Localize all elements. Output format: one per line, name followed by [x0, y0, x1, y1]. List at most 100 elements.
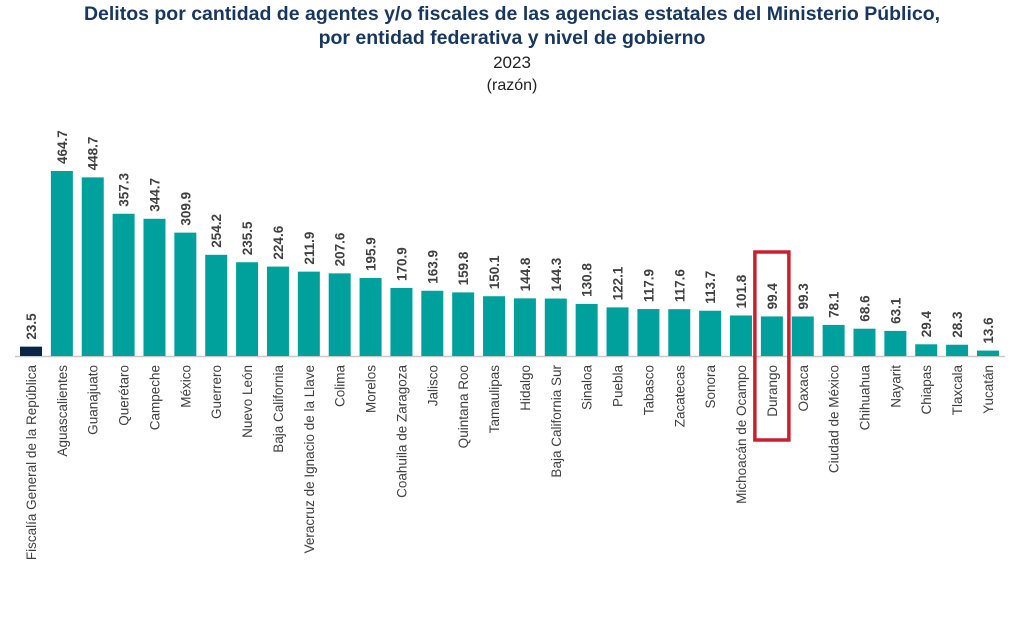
category-label-19: Puebla [611, 365, 626, 408]
category-label-12: Coahuila de Zaragoza [394, 365, 409, 498]
bar-5 [174, 232, 197, 356]
data-label-28: 63.1 [888, 297, 903, 324]
bar-16 [513, 298, 536, 356]
data-label-2: 448.7 [86, 137, 101, 171]
category-label-4: Campeche [147, 365, 162, 430]
data-label-30: 28.3 [950, 311, 965, 338]
bar-18 [575, 303, 598, 356]
data-label-22: 113.7 [703, 271, 718, 304]
bar-11 [359, 278, 382, 356]
data-label-14: 159.8 [456, 251, 471, 285]
bar-15 [483, 296, 506, 356]
bar-0 [20, 346, 42, 356]
category-label-30: Tlaxcala [950, 365, 965, 416]
category-label-17: Baja California Sur [549, 365, 564, 478]
highlight-box [753, 250, 791, 442]
bar-28 [884, 330, 907, 356]
category-label-26: Ciudad de México [827, 365, 842, 473]
data-label-15: 150.1 [487, 255, 502, 289]
category-label-10: Colima [333, 365, 348, 408]
category-label-2: Guanajuato [86, 365, 101, 435]
data-label-16: 144.8 [518, 257, 533, 291]
chart-subtitle-year: 2023 [493, 53, 531, 72]
category-label-31: Yucatán [981, 365, 996, 414]
data-label-7: 235.5 [240, 221, 255, 255]
category-label-25: Oaxaca [796, 365, 811, 412]
category-label-8: Baja California [271, 365, 286, 453]
bar-20 [637, 309, 660, 356]
data-label-10: 207.6 [333, 232, 348, 266]
category-label-7: Nuevo León [240, 365, 255, 438]
chart-title-line2: por entidad federativa y nivel de gobier… [318, 27, 706, 49]
data-label-4: 344.7 [147, 178, 162, 212]
category-label-14: Quintana Roo [456, 365, 471, 448]
data-label-5: 309.9 [178, 192, 193, 226]
data-label-8: 224.6 [271, 225, 286, 259]
bar-30 [946, 344, 969, 356]
data-label-25: 99.3 [796, 283, 811, 310]
category-label-18: Sinaloa [580, 365, 595, 411]
bar-13 [421, 290, 444, 356]
bar-6 [205, 254, 228, 356]
category-label-0: Fiscalía General de la República [24, 365, 39, 561]
bar-29 [915, 344, 938, 356]
data-label-29: 29.4 [919, 311, 934, 338]
data-label-11: 195.9 [364, 237, 379, 271]
chart-title-line1: Delitos por cantidad de agentes y/o fisc… [83, 3, 941, 25]
data-label-18: 130.8 [580, 263, 595, 297]
bar-24 [760, 316, 783, 356]
category-label-20: Tabasco [641, 365, 656, 415]
bar-14 [452, 292, 475, 356]
category-label-13: Jalisco [425, 365, 440, 406]
category-label-28: Nayarit [888, 365, 903, 408]
data-label-13: 163.9 [425, 250, 440, 284]
bar-7 [236, 262, 259, 356]
data-label-17: 144.3 [549, 257, 564, 291]
data-label-19: 122.1 [611, 266, 626, 300]
category-label-5: México [178, 365, 193, 408]
category-label-23: Michoacán de Ocampo [734, 365, 749, 504]
category-label-9: Veracruz de Ignacio de la Llave [302, 365, 317, 553]
category-label-16: Hidalgo [518, 365, 533, 411]
bar-12 [390, 287, 413, 356]
category-label-11: Morelos [364, 365, 379, 413]
bar-31 [976, 350, 999, 356]
data-label-26: 78.1 [827, 291, 842, 318]
data-label-0: 23.5 [24, 313, 39, 340]
category-label-6: Guerrero [209, 365, 224, 419]
category-label-29: Chiapas [919, 365, 934, 415]
data-label-20: 117.9 [641, 269, 656, 302]
bar-19 [606, 307, 629, 356]
category-label-24: Durango [765, 365, 780, 417]
bar-3 [112, 213, 135, 356]
chart-subtitle-unit: (razón) [486, 77, 538, 94]
data-label-21: 117.6 [672, 269, 687, 303]
bar-4 [143, 218, 166, 356]
bar-21 [668, 309, 691, 356]
data-label-1: 464.7 [55, 130, 70, 164]
category-label-22: Sonora [703, 365, 718, 409]
bar-10 [328, 273, 351, 356]
data-label-27: 68.6 [857, 295, 872, 322]
category-label-21: Zacatecas [672, 365, 687, 428]
category-label-1: Aguascalientes [55, 365, 70, 457]
bar-26 [822, 324, 845, 356]
category-label-3: Querétaro [117, 365, 132, 426]
data-label-3: 357.3 [117, 172, 132, 206]
bar-2 [81, 177, 104, 356]
data-label-12: 170.9 [394, 247, 409, 281]
bar-17 [544, 298, 567, 356]
bar-1 [50, 171, 73, 356]
bar-23 [730, 315, 753, 356]
category-label-27: Chihuahua [857, 365, 872, 431]
bar-22 [699, 310, 722, 356]
bar-8 [266, 266, 289, 356]
category-label-15: Tamaulipas [487, 365, 502, 434]
data-label-6: 254.2 [209, 214, 224, 248]
bar-25 [791, 316, 814, 356]
bar-9 [297, 271, 320, 356]
data-label-31: 13.6 [981, 317, 996, 344]
data-label-24: 99.4 [765, 283, 780, 310]
data-label-9: 211.9 [302, 232, 317, 265]
